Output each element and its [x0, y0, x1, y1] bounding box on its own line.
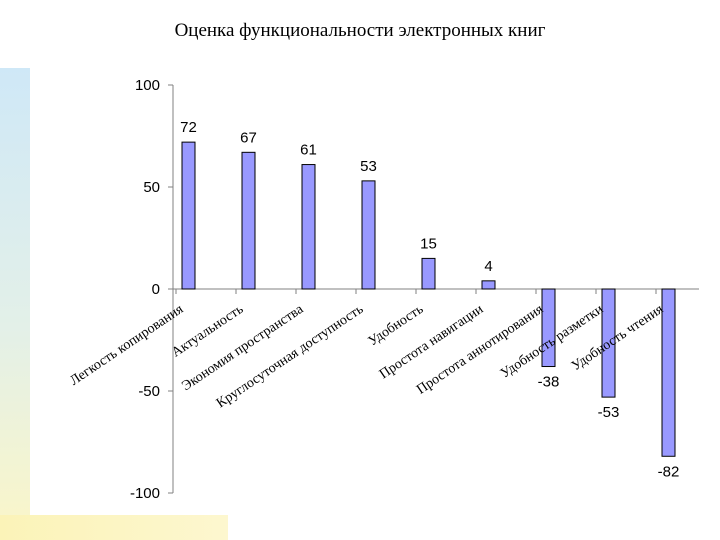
bar: [241, 151, 256, 290]
bar: [661, 288, 676, 457]
data-label: 67: [240, 129, 257, 146]
bar: [541, 288, 556, 368]
data-label: 15: [420, 235, 437, 252]
data-label: 61: [300, 142, 317, 159]
bar: [601, 288, 616, 398]
chart-title: Оценка функциональности электронных книг: [174, 20, 546, 41]
category-label: Простота навигации: [377, 302, 487, 383]
data-label: 72: [180, 119, 197, 136]
data-label: -82: [658, 463, 680, 480]
bar: [421, 257, 436, 290]
data-label: -53: [598, 404, 620, 421]
data-label: 4: [484, 258, 492, 275]
background-gradient-bottom: [0, 515, 228, 540]
bar: [361, 180, 376, 290]
bar: [181, 141, 196, 290]
category-label: Легкость копирования: [67, 302, 186, 389]
data-label: -38: [538, 374, 560, 391]
bar: [481, 280, 496, 290]
background-gradient-left: [0, 68, 30, 540]
bar: [301, 164, 316, 290]
y-tick-label: 100: [135, 77, 160, 94]
y-tick-label: 50: [143, 179, 160, 196]
chart-bars: [181, 141, 676, 457]
data-label: 53: [360, 158, 377, 175]
y-tick-label: -50: [138, 383, 160, 400]
y-tick-label: -100: [130, 485, 160, 502]
y-tick-label: 0: [152, 281, 160, 298]
